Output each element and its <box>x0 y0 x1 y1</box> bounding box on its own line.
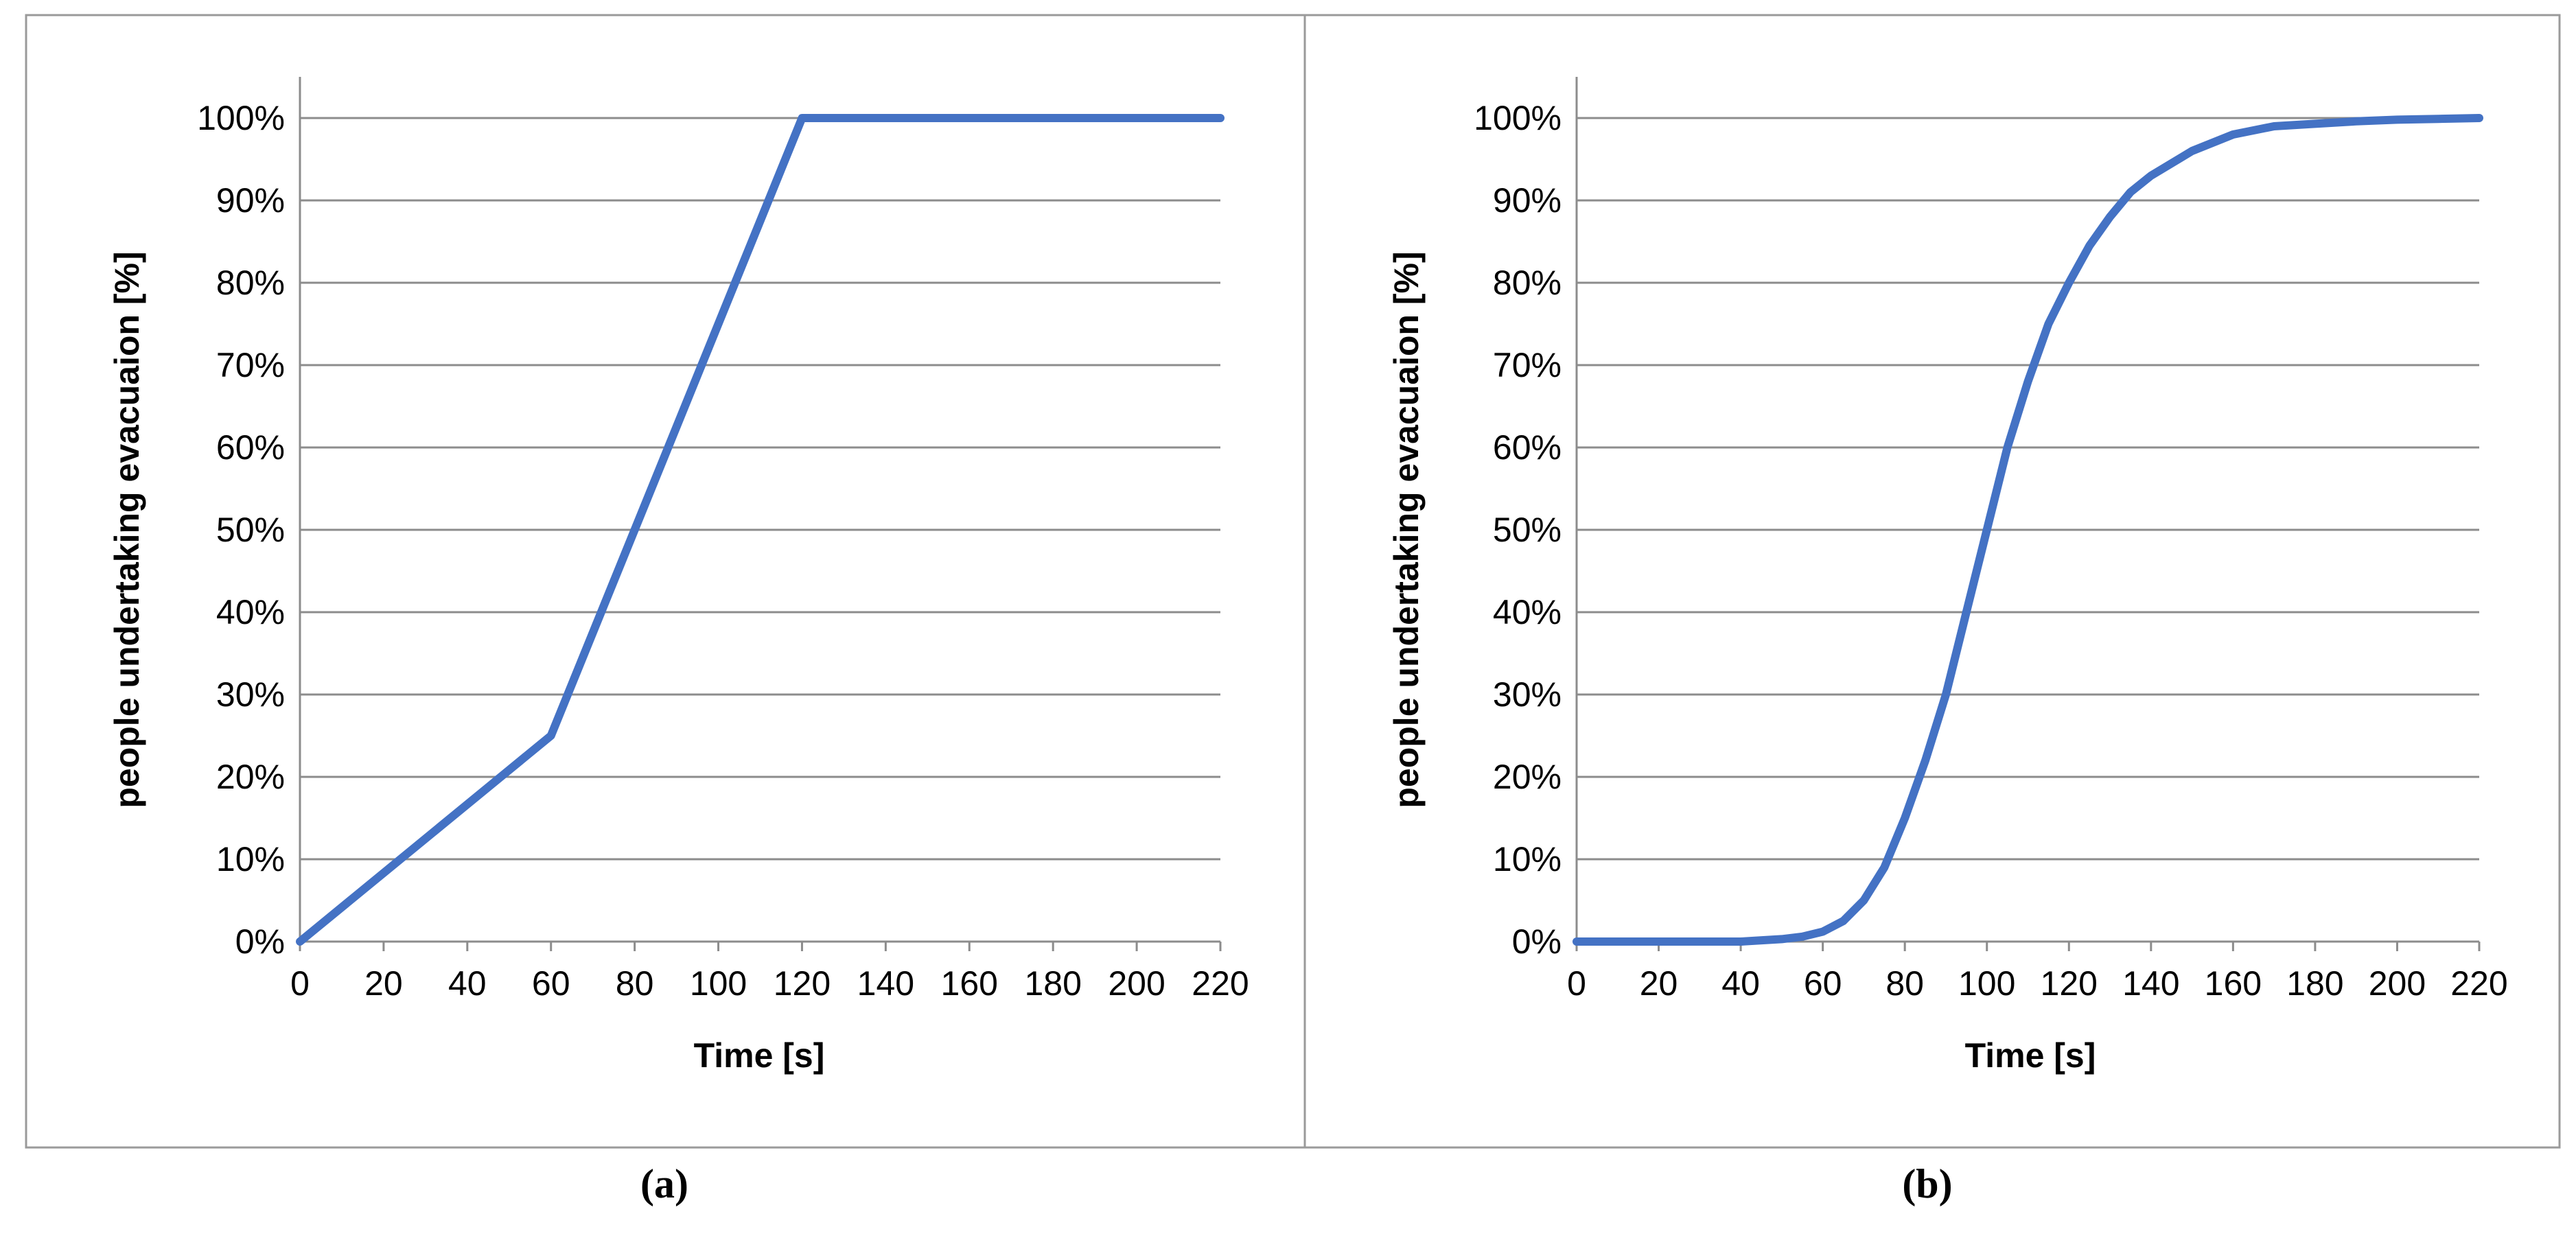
chart-a-caption: (a) <box>640 1161 688 1206</box>
chart-a-y-tick-label: 30% <box>216 675 285 714</box>
chart-a-y-tick-label: 100% <box>197 99 285 137</box>
chart-a-y-tick-label: 50% <box>216 511 285 549</box>
chart-b-x-tick-label: 80 <box>1885 964 1924 1003</box>
chart-a-series-layer <box>296 114 1225 946</box>
chart-b-y-tick-label: 70% <box>1493 346 1562 384</box>
chart-a-x-tick-label: 180 <box>1024 964 1081 1003</box>
chart-a-y-tick-label: 0% <box>235 922 285 961</box>
chart-a: 0% 10% 20% 30% 40% 50% 60% 70% 80% 90% 100% 0 20 40 60… <box>108 77 1249 1206</box>
chart-b-y-tick-label: 80% <box>1493 264 1562 302</box>
chart-b-x-tick-label: 200 <box>2369 964 2426 1003</box>
chart-b-axes <box>1575 77 2479 943</box>
chart-a-y-tick-label: 60% <box>216 428 285 467</box>
chart-b-y-tick-label: 10% <box>1493 840 1562 878</box>
chart-b-y-tick-label: 50% <box>1493 511 1562 549</box>
chart-b-ticks: 0% 10% 20% 30% 40% 50% 60% 70% 80% 90% 100% 0 20 40 60… <box>1474 99 2508 1003</box>
chart-b-series-line <box>1573 114 2483 946</box>
chart-a-x-tick-label: 220 <box>1192 964 1249 1003</box>
chart-b-y-tick-label: 100% <box>1474 99 1562 137</box>
chart-b-x-tick-label: 160 <box>2205 964 2262 1003</box>
chart-a-x-tick-label: 20 <box>364 964 403 1003</box>
chart-a-x-tick-label: 40 <box>448 964 487 1003</box>
chart-b-y-tick-label: 60% <box>1493 428 1562 467</box>
chart-b-y-axis-title: people undertaking evacuaion [%] <box>1387 251 1426 808</box>
chart-b-y-tick-label: 20% <box>1493 758 1562 796</box>
chart-b-x-tick-label: 40 <box>1721 964 1760 1003</box>
chart-a-x-tick-label: 140 <box>857 964 914 1003</box>
chart-a-ticks: 0% 10% 20% 30% 40% 50% 60% 70% 80% 90% 100% 0 20 40 60… <box>197 99 1249 1003</box>
chart-a-y-tick-label: 10% <box>216 840 285 878</box>
chart-b-frame <box>1303 14 2561 1149</box>
chart-a-x-tick-label: 60 <box>532 964 570 1003</box>
chart-a-x-tick-label: 120 <box>774 964 831 1003</box>
chart-b-x-tick-label: 120 <box>2041 964 2098 1003</box>
chart-a-x-tick-label: 160 <box>941 964 998 1003</box>
chart-b-x-tick-label: 180 <box>2286 964 2343 1003</box>
chart-b-y-tick-label: 40% <box>1493 593 1562 631</box>
chart-b-caption: (b) <box>1902 1161 1952 1206</box>
chart-a-x-tick-label: 200 <box>1108 964 1165 1003</box>
chart-b-x-axis-title: Time [s] <box>1965 1036 2096 1075</box>
chart-b: 0% 10% 20% 30% 40% 50% 60% 70% 80% 90% 100% 0 20 40 60… <box>1387 77 2508 1206</box>
chart-a-x-tick-label: 80 <box>616 964 654 1003</box>
chart-b-x-tick-label: 220 <box>2450 964 2507 1003</box>
chart-a-y-tick-label: 90% <box>216 181 285 220</box>
chart-b-x-tick-label: 0 <box>1567 964 1586 1003</box>
chart-b-x-tick-label: 20 <box>1640 964 1678 1003</box>
chart-a-x-tick-label: 0 <box>290 964 310 1003</box>
chart-b-y-tick-label: 90% <box>1493 181 1562 220</box>
chart-b-x-tick-label: 100 <box>1958 964 2015 1003</box>
chart-a-series-line <box>296 114 1225 946</box>
chart-a-y-tick-label: 40% <box>216 593 285 631</box>
chart-b-y-tick-label: 0% <box>1512 922 1562 961</box>
chart-a-y-tick-label: 80% <box>216 264 285 302</box>
chart-a-y-axis-title: people undertaking evacuaion [%] <box>108 251 146 808</box>
chart-a-axes <box>299 77 1220 943</box>
chart-b-x-tick-label: 140 <box>2122 964 2179 1003</box>
chart-a-y-tick-label: 20% <box>216 758 285 796</box>
chart-b-series-layer <box>1573 114 2483 946</box>
chart-b-gridlines <box>1577 117 2479 861</box>
chart-b-y-tick-label: 30% <box>1493 675 1562 714</box>
chart-a-y-tick-label: 70% <box>216 346 285 384</box>
chart-b-x-tick-label: 60 <box>1804 964 1842 1003</box>
chart-a-x-axis-title: Time [s] <box>694 1036 825 1075</box>
chart-a-x-tick-label: 100 <box>690 964 747 1003</box>
